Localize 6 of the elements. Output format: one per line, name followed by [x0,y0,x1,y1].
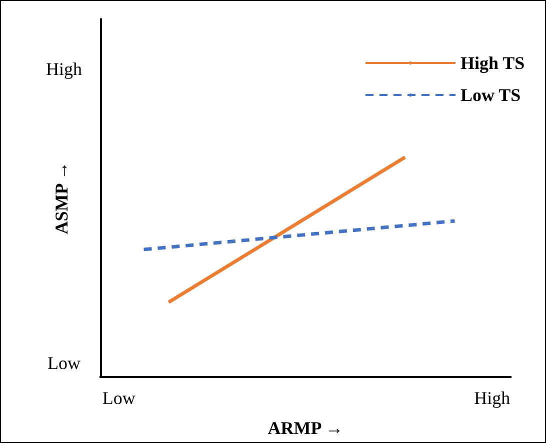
y-axis-title: ASMP → [51,162,72,234]
legend-label: High TS [460,53,525,73]
legend-label: Low TS [460,85,521,105]
text: Low [48,353,80,373]
text: High [46,59,82,79]
x-axis-title: ARMP → [268,418,344,438]
